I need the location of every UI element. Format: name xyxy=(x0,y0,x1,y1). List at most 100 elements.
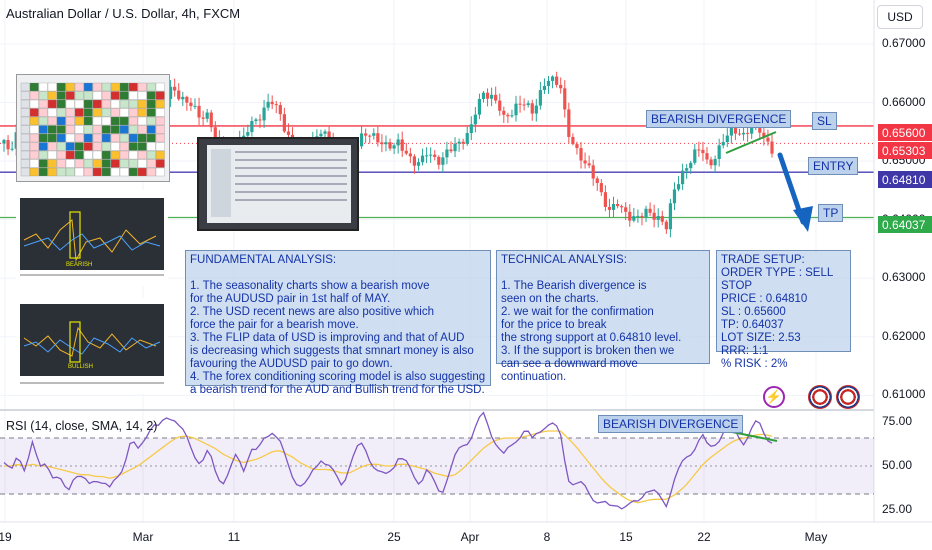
candle-body xyxy=(611,203,616,210)
table-cell xyxy=(65,150,75,160)
table-cell xyxy=(137,108,147,117)
candle-body xyxy=(400,139,404,151)
candle-body xyxy=(518,103,522,105)
seasonality-aud-chart xyxy=(23,211,161,262)
table-cell xyxy=(20,99,30,109)
table-cell xyxy=(155,82,165,92)
price-tick-label: 0.62000 xyxy=(882,328,926,343)
candle-body xyxy=(644,208,648,218)
table-cell xyxy=(56,133,66,143)
table-cell xyxy=(137,142,147,151)
candle-body xyxy=(376,133,380,143)
price-tick-label: 0.63000 xyxy=(882,270,926,285)
table-cell xyxy=(38,125,48,134)
candle-body xyxy=(469,124,473,134)
table-cell xyxy=(29,108,39,117)
table-cell xyxy=(101,108,111,117)
table-cell xyxy=(101,99,111,109)
table-cell xyxy=(101,91,111,100)
table-cell xyxy=(47,167,57,177)
candle-body xyxy=(433,154,437,157)
table-cell xyxy=(155,116,165,126)
candle-body xyxy=(445,149,449,158)
candle-body xyxy=(201,117,205,119)
table-cell xyxy=(65,142,75,151)
table-cell xyxy=(65,91,75,100)
table-cell xyxy=(29,125,39,134)
table-cell xyxy=(20,150,30,160)
table-cell xyxy=(92,82,102,92)
table-cell xyxy=(119,150,129,160)
candle-body xyxy=(189,102,193,107)
table-cell xyxy=(128,91,138,100)
table-cell xyxy=(47,91,57,100)
table-cell xyxy=(137,133,147,143)
table-cell xyxy=(29,142,39,151)
table-cell xyxy=(92,142,102,151)
trade-setup-note: TRADE SETUP: ORDER TYPE : SELL STOP PRIC… xyxy=(716,250,851,370)
table-cell xyxy=(146,125,156,134)
currency-button[interactable]: USD xyxy=(877,5,923,29)
table-cell xyxy=(101,142,111,151)
table-cell xyxy=(155,167,165,177)
table-cell xyxy=(101,150,111,160)
candle-body xyxy=(717,145,721,160)
candle-body xyxy=(420,155,425,163)
tp-tag: TP xyxy=(818,204,844,222)
table-cell xyxy=(29,133,39,143)
candle-body xyxy=(697,149,701,151)
candle-body xyxy=(607,206,612,210)
candle-body xyxy=(628,211,632,221)
table-cell xyxy=(128,125,138,134)
table-cell xyxy=(92,167,102,177)
candle-body xyxy=(599,183,603,193)
rsi-tick-label: 50.00 xyxy=(882,458,913,472)
tp-price-label: 0.64037 xyxy=(878,216,932,233)
table-cell xyxy=(38,133,48,143)
candle-body xyxy=(425,155,429,157)
lightning-icon[interactable]: ⚡ xyxy=(763,386,785,408)
candle-body xyxy=(648,208,652,213)
table-cell xyxy=(92,99,102,109)
table-cell xyxy=(119,133,129,143)
us-flag-icon[interactable] xyxy=(808,385,832,409)
time-tick-label: 25 xyxy=(387,530,401,544)
table-cell xyxy=(119,108,129,117)
price-tick-label: 0.66000 xyxy=(882,94,926,109)
candle-body xyxy=(384,142,388,145)
chart-title: Australian Dollar / U.S. Dollar, 4h, FXC… xyxy=(6,6,241,21)
candle-body xyxy=(725,135,729,143)
time-tick-label: May xyxy=(804,530,828,544)
table-cell xyxy=(74,91,84,100)
table-cell xyxy=(146,82,156,92)
candle-body xyxy=(278,105,282,115)
candle-body xyxy=(620,206,624,208)
table-cell xyxy=(101,116,111,126)
fundamental-analysis-note: FUNDAMENTAL ANALYSIS: 1. The seasonality… xyxy=(185,250,491,396)
last-price-label: 0.65303 xyxy=(878,142,932,159)
candle-body xyxy=(664,221,668,230)
candle-body xyxy=(429,154,433,156)
table-cell xyxy=(83,167,93,177)
candle-body xyxy=(689,162,693,169)
table-cell xyxy=(119,82,129,92)
table-cell xyxy=(29,159,39,168)
candle-body xyxy=(506,114,510,117)
table-cell xyxy=(65,167,75,177)
us-flag-icon-2[interactable] xyxy=(836,385,860,409)
candle-body xyxy=(603,192,607,207)
time-tick-label: 11 xyxy=(227,530,241,544)
candle-body xyxy=(583,160,587,164)
price-tick-label: 0.67000 xyxy=(882,35,926,50)
table-cell xyxy=(20,125,30,134)
candle-body xyxy=(274,104,278,106)
candle-body xyxy=(579,148,583,161)
table-cell xyxy=(128,167,138,177)
table-cell xyxy=(137,99,147,109)
table-cell xyxy=(128,116,138,126)
table-cell xyxy=(20,91,30,100)
candle-body xyxy=(676,184,681,190)
table-cell xyxy=(110,167,120,177)
candle-body xyxy=(177,90,181,100)
table-cell xyxy=(74,150,84,160)
